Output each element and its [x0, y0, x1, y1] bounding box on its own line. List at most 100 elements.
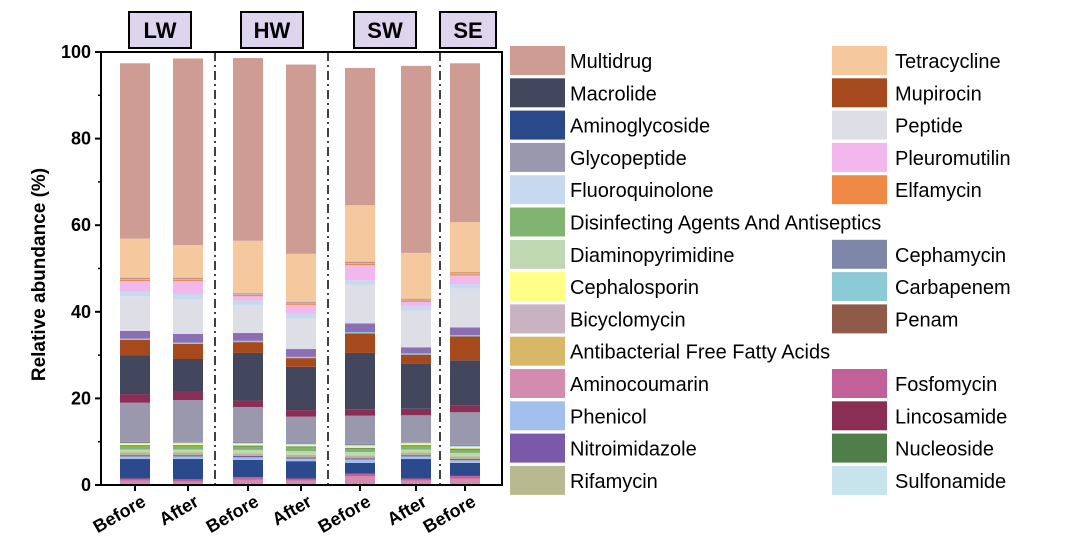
bar-segment-fluoroquinolone [233, 300, 263, 305]
bar-segment-diaminopyrimidine [450, 452, 480, 457]
bar-segment-cephamycin [286, 442, 316, 444]
legend-swatch-nitroimidazole [510, 433, 565, 463]
bar-segment-macrolide [120, 355, 150, 395]
bar-segment-aminocoumarin [450, 478, 480, 485]
bar-segment-nucleoside [120, 445, 150, 447]
bar-segment-disinfecting-agents-and-antiseptics [173, 446, 203, 450]
bar-segment-rifamycin [173, 452, 203, 456]
bar-segment-nucleoside [345, 447, 375, 449]
bar-segment-macrolide [345, 352, 375, 410]
bar-segment-cephalosporin [173, 443, 203, 446]
legend-label: Lincosamide [895, 406, 1007, 428]
bar-segment-carbapenem [345, 332, 375, 334]
bar-segment-tetracycline [173, 245, 203, 278]
bar-segment-nitroimidazole [173, 455, 203, 457]
bar-segment-diaminopyrimidine [286, 451, 316, 455]
legend-swatch-rifamycin [510, 465, 565, 495]
bar-segment-lincosamide [233, 400, 263, 408]
bar-segment-tetracycline [233, 240, 263, 293]
y-tick-label: 20 [71, 388, 91, 408]
bar-segment-aminoglycoside [401, 459, 431, 479]
bar-segment-cephalosporin [120, 443, 150, 446]
legend-label: Carbapenem [895, 277, 1011, 299]
bar-segment-peptide [173, 299, 203, 334]
bar-segment-elfamycin [173, 279, 203, 282]
bar-segment-cephamycin [233, 441, 263, 443]
bar-segment-peptide [286, 318, 316, 350]
bar-segment-nucleoside [401, 445, 431, 447]
bar-segment-elfamycin [120, 279, 150, 282]
bar-segment-peptide [120, 296, 150, 331]
bar-segment-multidrug [173, 58, 203, 246]
legend-label: Tetracycline [895, 51, 1001, 73]
legend-swatch-multidrug [510, 46, 565, 75]
legend-label: Aminocoumarin [570, 374, 709, 396]
bar-segment-mupirocin [286, 358, 316, 367]
bar-segment-nitroimidazole [286, 457, 316, 459]
bar-segment-tetracycline [120, 238, 150, 278]
bar-segment-diaminopyrimidine [345, 452, 375, 456]
bar-segment-carbapenem [233, 340, 263, 343]
x-category-label: After [269, 491, 315, 529]
bar-segment-phenicol [233, 457, 263, 460]
bar-segment-pleuromutilin [401, 301, 431, 307]
bar-segment-rifamycin [450, 456, 480, 460]
bar-segment-sulfonamide [173, 442, 203, 444]
legend-swatch-pleuromutilin [832, 142, 887, 172]
x-category-label: Before [420, 491, 479, 537]
bar-segment-cephalosporin [401, 443, 431, 446]
legend-swatch-fluoroquinolone [510, 175, 565, 205]
bar-segment-bicyclomycin [450, 272, 480, 275]
bar-segment-mupirocin [401, 354, 431, 364]
bar-segment-sulfonamide [120, 442, 150, 444]
bar-segment-carbapenem [120, 338, 150, 340]
bar-segment-rifamycin [401, 452, 431, 456]
bar-segment-phenicol [345, 459, 375, 463]
bar-segment-mupirocin [173, 343, 203, 359]
legend-label: Diaminopyrimidine [570, 245, 735, 267]
bar-segment-fluoroquinolone [286, 313, 316, 319]
bar-segment-nucleoside-spacer [450, 327, 480, 336]
legend-swatch-fosfomycin [832, 369, 887, 398]
legend-label: Nitroimidazole [570, 439, 697, 461]
legend-label: Phenicol [570, 406, 647, 428]
legend-swatch-aminocoumarin [510, 369, 565, 398]
bar-segment-sulfonamide [401, 442, 431, 444]
legend-label: Fluoroquinolone [570, 180, 713, 202]
legend-swatch-sulfonamide [832, 465, 887, 495]
bar-segment-rifamycin [286, 454, 316, 458]
bar-segment-glycopeptide [286, 416, 316, 443]
legend-swatch-penam [832, 304, 887, 334]
bar-segment-bicyclomycin [233, 293, 263, 295]
bar-segment-macrolide [450, 360, 480, 406]
bar-segment-fosfomycin [173, 479, 203, 482]
bar-segment-cephalosporin [286, 445, 316, 447]
bar-segment-cephamycin [345, 443, 375, 446]
bar-segment-carbapenem [286, 356, 316, 359]
bar-segment-fosfomycin [345, 473, 375, 477]
x-category-label: Before [90, 491, 149, 537]
bar-segment-pleuromutilin [173, 281, 203, 295]
bar-segment-glycopeptide [345, 415, 375, 444]
bar-segment-diaminopyrimidine [401, 449, 431, 453]
bar-segment-nitroimidazole [345, 458, 375, 460]
site-label-hw: HW [254, 18, 291, 43]
legend-swatch-peptide [832, 110, 887, 140]
bar-segment-aminocoumarin [233, 479, 263, 485]
bar-segment-disinfecting-agents-and-antiseptics [401, 446, 431, 450]
bar-segment-macrolide [286, 366, 316, 411]
bar-segment-phenicol [286, 458, 316, 462]
legend-swatch-glycopeptide [510, 142, 565, 172]
bar-segment-nitroimidazole [120, 455, 150, 457]
x-category-label: Before [315, 491, 374, 537]
bar-segment-macrolide [233, 352, 263, 401]
bar-segment-sulfonamide [450, 446, 480, 448]
legend-swatch-diaminopyrimidine [510, 239, 565, 269]
bar-segment-nitroimidazole [401, 455, 431, 457]
bar-segment-sulfonamide [345, 445, 375, 447]
legend-label: Antibacterial Free Fatty Acids [570, 342, 830, 364]
bar-segment-diaminopyrimidine [173, 449, 203, 453]
bar-segment-bicyclomycin [173, 278, 203, 280]
bar-segment-tetracycline [345, 205, 375, 262]
y-tick-label: 40 [71, 302, 91, 322]
